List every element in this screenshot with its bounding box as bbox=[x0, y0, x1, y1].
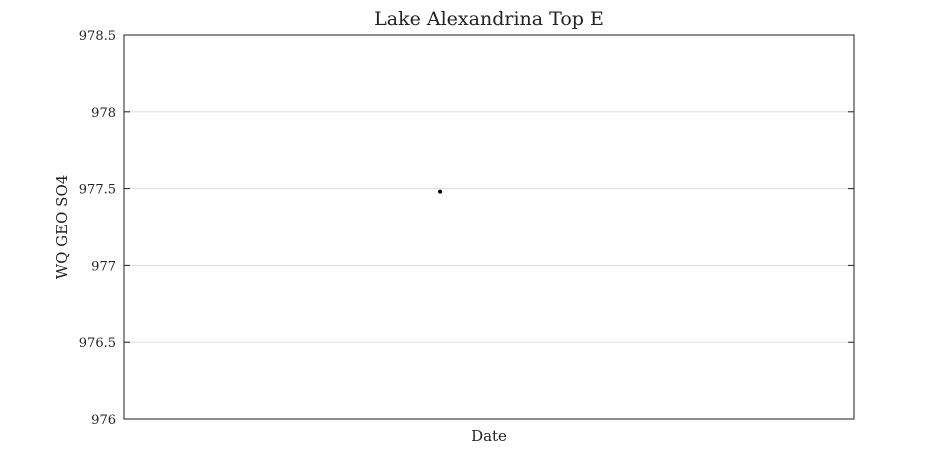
data-point bbox=[438, 189, 443, 194]
y-tick-label: 976 bbox=[91, 413, 116, 428]
y-tick-label: 977.5 bbox=[79, 183, 116, 198]
y-tick-label: 978 bbox=[91, 106, 116, 121]
plot-area-frame bbox=[123, 34, 855, 420]
grid-lines bbox=[124, 111, 854, 343]
y-tick-label: 977 bbox=[91, 259, 116, 274]
y-tick-label: 978.5 bbox=[79, 29, 116, 44]
y-tick-label: 976.5 bbox=[79, 336, 116, 351]
x-axis-label: Date bbox=[471, 427, 507, 445]
y-axis-label: WQ GEO SO4 bbox=[53, 175, 71, 280]
data-points bbox=[438, 189, 443, 194]
chart-title: Lake Alexandrina Top E bbox=[374, 8, 604, 30]
y-axis-ticks: 976 976.5 977 977.5 978 978.5 bbox=[79, 29, 854, 428]
